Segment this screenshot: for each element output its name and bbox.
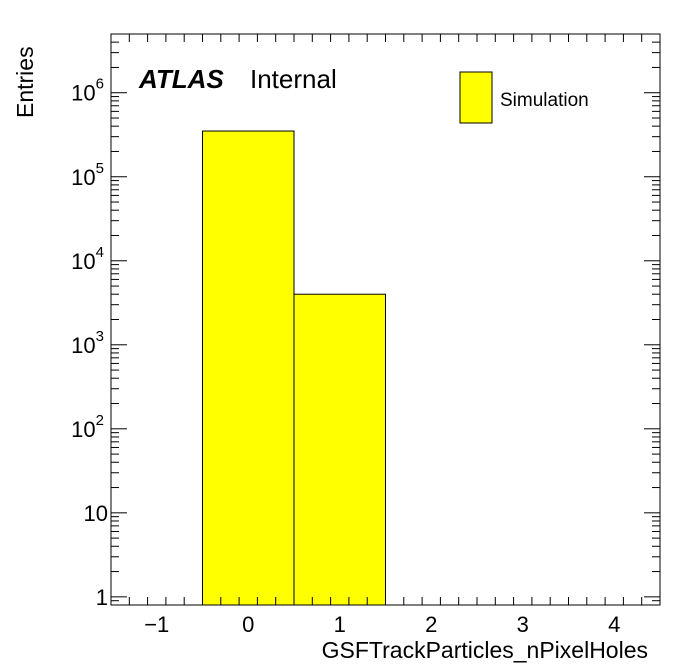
y-tick-exponent: 4	[96, 244, 104, 261]
y-tick-exponent: 6	[96, 76, 104, 93]
x-axis-label: GSFTrackParticles_nPixelHoles	[322, 637, 648, 663]
x-tick-label: −1	[144, 612, 169, 637]
y-tick-base: 10	[71, 81, 95, 106]
histogram-bars	[202, 130, 386, 606]
x-tick-labels: −1 0 1 2 3 4	[144, 612, 620, 637]
legend-entry-simulation: Simulation	[500, 90, 589, 111]
legend-swatch-simulation	[459, 71, 493, 124]
y-tick-base: 10	[71, 333, 95, 358]
axis-ticks	[110, 33, 661, 606]
y-tick-label: 1	[96, 585, 108, 610]
y-tick-label: 10	[84, 501, 108, 526]
x-tick-label: 0	[242, 612, 254, 637]
y-tick-base: 10	[84, 501, 108, 526]
y-tick-exponent: 2	[96, 412, 104, 429]
y-tick-label: 106	[71, 76, 104, 106]
y-tick-label: 105	[71, 160, 104, 190]
plot-frame	[110, 33, 661, 606]
y-tick-exponent: 3	[96, 328, 104, 345]
x-tick-label: 2	[425, 612, 437, 637]
y-tick-base: 10	[71, 165, 95, 190]
x-tick-label: 3	[517, 612, 529, 637]
atlas-label: ATLAS	[138, 64, 224, 94]
y-tick-label: 102	[71, 412, 104, 442]
histogram-bar	[293, 293, 386, 606]
internal-label: Internal	[250, 64, 337, 94]
y-tick-label: 103	[71, 328, 104, 358]
y-tick-label: 104	[71, 244, 104, 274]
y-tick-exponent: 5	[96, 160, 104, 177]
x-tick-label: 1	[334, 612, 346, 637]
y-tick-base: 10	[71, 249, 95, 274]
x-tick-label: 4	[608, 612, 620, 637]
legend: Simulation	[459, 71, 589, 124]
y-tick-base: 1	[96, 585, 108, 610]
y-axis-label: Entries	[12, 46, 38, 118]
histogram-bar	[202, 130, 295, 606]
y-tick-base: 10	[71, 417, 95, 442]
